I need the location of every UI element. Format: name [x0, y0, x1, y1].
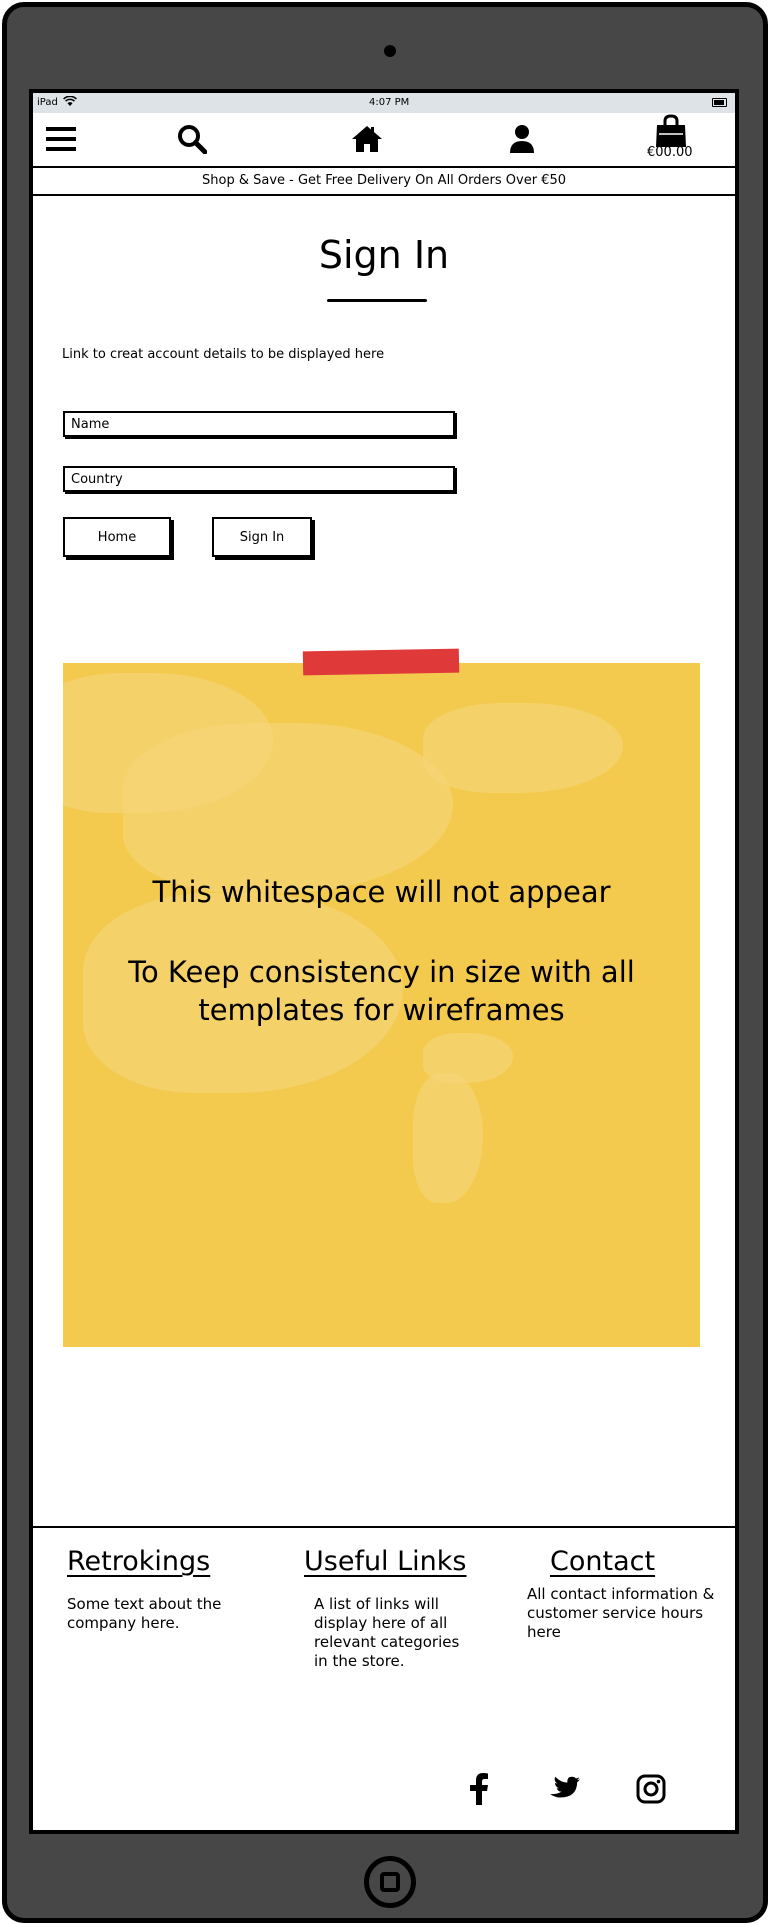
name-input[interactable] — [63, 411, 455, 437]
hamburger-icon[interactable] — [45, 123, 77, 155]
top-navigation: €00.00 — [33, 113, 735, 165]
device-home-button-inner — [380, 1872, 400, 1892]
note-texture — [83, 893, 403, 1093]
footer-about-title: Retrokings — [67, 1546, 211, 1577]
status-time: 4:07 PM — [369, 97, 410, 108]
twitter-icon[interactable] — [549, 1773, 581, 1805]
cart-total: €00.00 — [647, 145, 693, 160]
country-input[interactable] — [63, 466, 455, 492]
footer-links-text: A list of links will display here of all… — [314, 1595, 460, 1670]
promo-banner: Shop & Save - Get Free Delivery On All O… — [33, 166, 735, 196]
page-title: Sign In — [318, 233, 450, 277]
shopping-bag-icon[interactable] — [653, 113, 689, 149]
home-icon[interactable] — [350, 123, 384, 155]
search-icon[interactable] — [175, 123, 209, 155]
carrier-label: iPad — [37, 97, 58, 108]
camera — [384, 45, 396, 57]
note-texture — [413, 1073, 483, 1203]
account-info-text: Link to creat account details to be disp… — [62, 347, 385, 362]
screen: iPad 4:07 PM €00.00 Shop & Save - Get Fr… — [29, 89, 739, 1834]
home-button[interactable]: Home — [63, 517, 171, 557]
footer-about-text: Some text about the company here. — [67, 1595, 222, 1632]
user-icon[interactable] — [507, 123, 537, 155]
instagram-icon[interactable] — [635, 1773, 667, 1805]
note-line-2: To Keep consistency in size with all — [128, 955, 635, 989]
wifi-icon — [63, 95, 77, 110]
footer-contact-text: All contact information & customer servi… — [527, 1585, 715, 1641]
note-texture — [423, 703, 623, 793]
status-bar: iPad 4:07 PM — [33, 93, 735, 113]
sticky-note-tape — [302, 648, 460, 676]
title-underline — [327, 299, 427, 302]
footer-contact-title: Contact — [550, 1546, 656, 1577]
sign-in-button[interactable]: Sign In — [212, 517, 312, 557]
facebook-icon[interactable] — [463, 1773, 495, 1805]
note-line-3: templates for wireframes — [198, 993, 565, 1027]
note-texture — [123, 723, 453, 893]
footer-links-title: Useful Links — [304, 1546, 467, 1577]
footer-divider — [33, 1526, 735, 1528]
sticky-note: This whitespace will not appear To Keep … — [63, 663, 700, 1347]
device-home-button[interactable] — [364, 1856, 416, 1908]
note-line-1: This whitespace will not appear — [152, 875, 611, 909]
battery-icon — [712, 98, 727, 107]
